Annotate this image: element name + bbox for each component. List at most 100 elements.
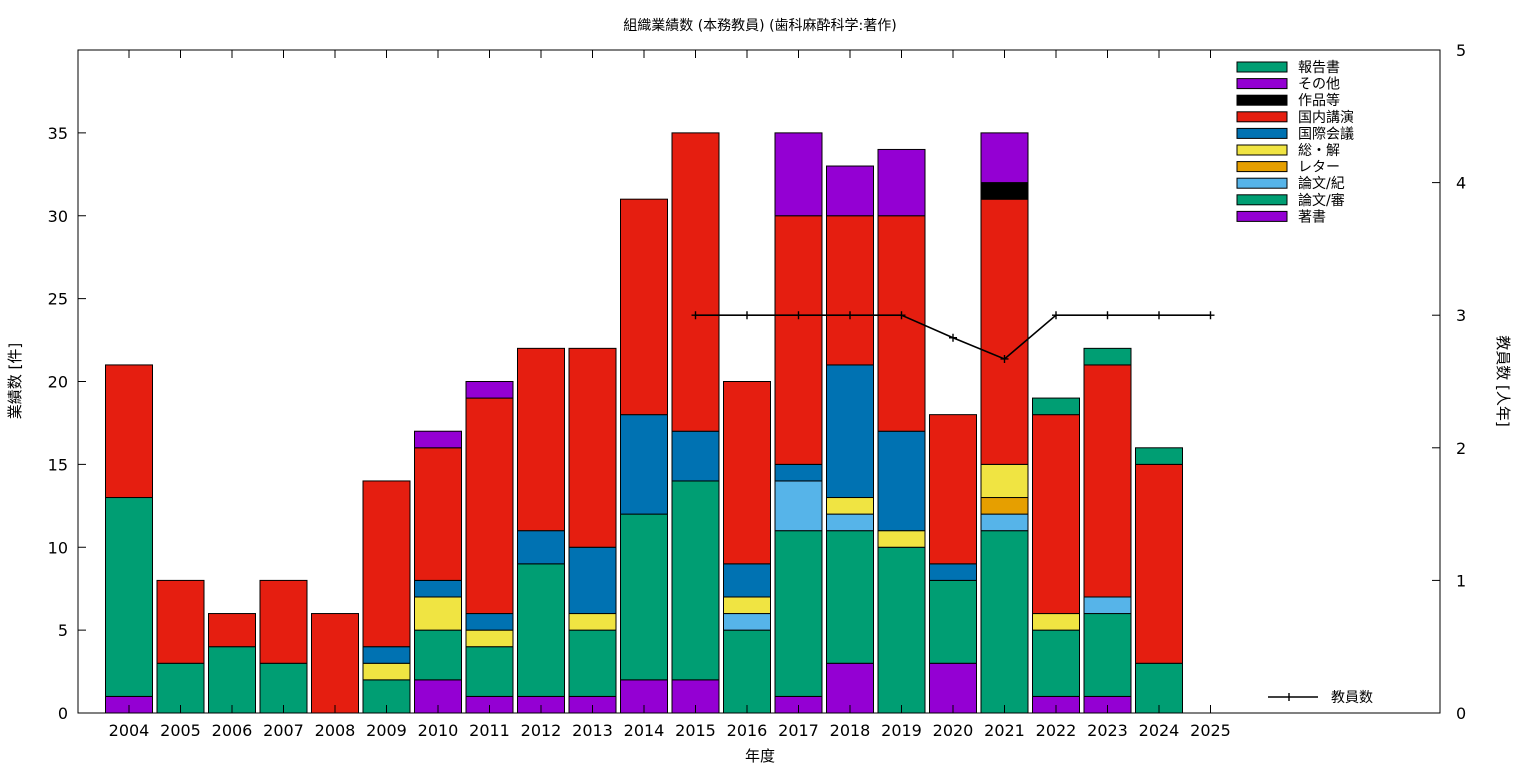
bar-2018-s8 [826,165,874,217]
bar-2010-s1 [414,629,462,681]
bar-2010-s6 [414,447,462,581]
staff-point [897,311,906,320]
x-tick-label: 2012 [521,721,562,740]
bar-2011-s1 [465,646,514,697]
bar-2008-s6 [311,613,359,714]
x-tick-label: 2009 [366,721,407,740]
bar-2021-s7 [980,182,1029,200]
bar-2011-s5 [465,613,514,631]
bar-2019-s4 [877,530,926,548]
x-tick-label: 2007 [263,721,304,740]
bar-2011-s6 [465,397,514,615]
y2-axis-label: 教員数 [人年] [1494,335,1512,426]
line-layer [691,311,1215,363]
x-tick-label: 2005 [160,721,201,740]
bar-2010-s8 [414,430,462,449]
bar-2016-s6 [723,381,771,565]
bar-2023-s9 [1083,347,1132,366]
bar-2016-s5 [723,563,771,598]
y-tick-label: 35 [48,124,68,143]
bar-2021-s6 [980,198,1029,465]
bar-2010-s5 [414,579,462,598]
x-tick-label: 2025 [1190,721,1231,740]
y-tick-label: 0 [58,704,68,723]
legend-swatch [1236,94,1288,106]
bar-2020-s0 [929,662,977,714]
bar-2017-s6 [774,215,823,465]
legend-label: 作品等 [1298,92,1340,109]
bar-2012-s6 [517,347,565,532]
bar-2024-s6 [1135,463,1183,664]
bar-2018-s1 [826,530,874,664]
bar-2014-s6 [620,198,668,416]
bar-2018-s2 [826,513,874,532]
bar-2014-s1 [620,513,668,681]
x-tick-label: 2004 [109,721,150,740]
x-tick-label: 2024 [1139,721,1180,740]
legend-swatch [1236,144,1288,156]
x-tick-label: 2011 [469,721,510,740]
bar-2009-s5 [362,646,411,664]
bar-2021-s8 [980,132,1029,184]
bar-2022-s1 [1032,629,1080,697]
y2-tick-label: 4 [1456,174,1466,193]
legend-label: 総・解 [1298,143,1340,159]
staff-point [949,333,957,342]
bar-2019-s1 [877,546,926,714]
bar-2017-s5 [774,463,823,482]
y-tick-label: 10 [48,538,68,557]
bar-2016-s2 [723,613,771,631]
bar-2019-s5 [877,430,926,532]
legend-label: レター [1298,160,1340,176]
bar-2018-s5 [826,364,874,499]
x-tick-label: 2020 [933,721,974,740]
bar-2012-s5 [517,530,565,565]
staff-point [1000,354,1009,363]
legend-swatch [1236,161,1288,173]
y-tick-label: 25 [48,290,68,309]
x-tick-label: 2008 [315,721,356,740]
bar-2017-s2 [774,480,823,532]
bar-2022-s6 [1032,414,1080,615]
bars-layer [105,132,1183,714]
bar-2017-s1 [774,530,823,697]
bar-2006-s1 [208,646,256,714]
bar-2016-s1 [723,629,771,714]
legend-swatch [1236,177,1288,189]
y-axis-label: 業績数 [件] [6,343,24,419]
bar-2019-s6 [877,215,926,432]
x-tick-label: 2016 [727,721,768,740]
x-tick-label: 2010 [418,721,459,740]
bar-2004-s1 [105,497,153,697]
legend-swatch [1236,127,1288,139]
legend-label: 国際会議 [1298,125,1354,142]
y2-tick-label: 5 [1456,41,1466,60]
bar-2023-s2 [1083,596,1132,615]
x-tick-label: 2014 [624,721,665,740]
x-tick-label: 2006 [212,721,253,740]
y-tick-label: 15 [48,455,68,474]
bar-2005-s6 [156,579,205,664]
legend-swatch [1236,111,1288,123]
bar-2007-s6 [259,579,308,664]
legend-label: 国内講演 [1298,110,1354,126]
x-axis-label: 年度 [745,747,775,765]
bar-2009-s4 [362,662,411,681]
bar-2017-s8 [774,132,823,217]
bar-2015-s1 [671,480,720,681]
legend-swatch [1236,78,1288,90]
bar-2021-s2 [980,513,1029,532]
bar-2020-s6 [929,414,977,565]
legend-swatch [1236,210,1288,222]
bar-2006-s6 [208,613,256,648]
bar-2011-s4 [465,629,514,648]
bar-2012-s1 [517,563,565,697]
legend-label: 論文/紀 [1298,176,1345,192]
bar-2013-s6 [568,347,617,548]
staff-point [1206,311,1215,320]
staff-point [1155,311,1163,320]
staff-point [691,311,700,320]
x-tick-label: 2015 [675,721,716,740]
